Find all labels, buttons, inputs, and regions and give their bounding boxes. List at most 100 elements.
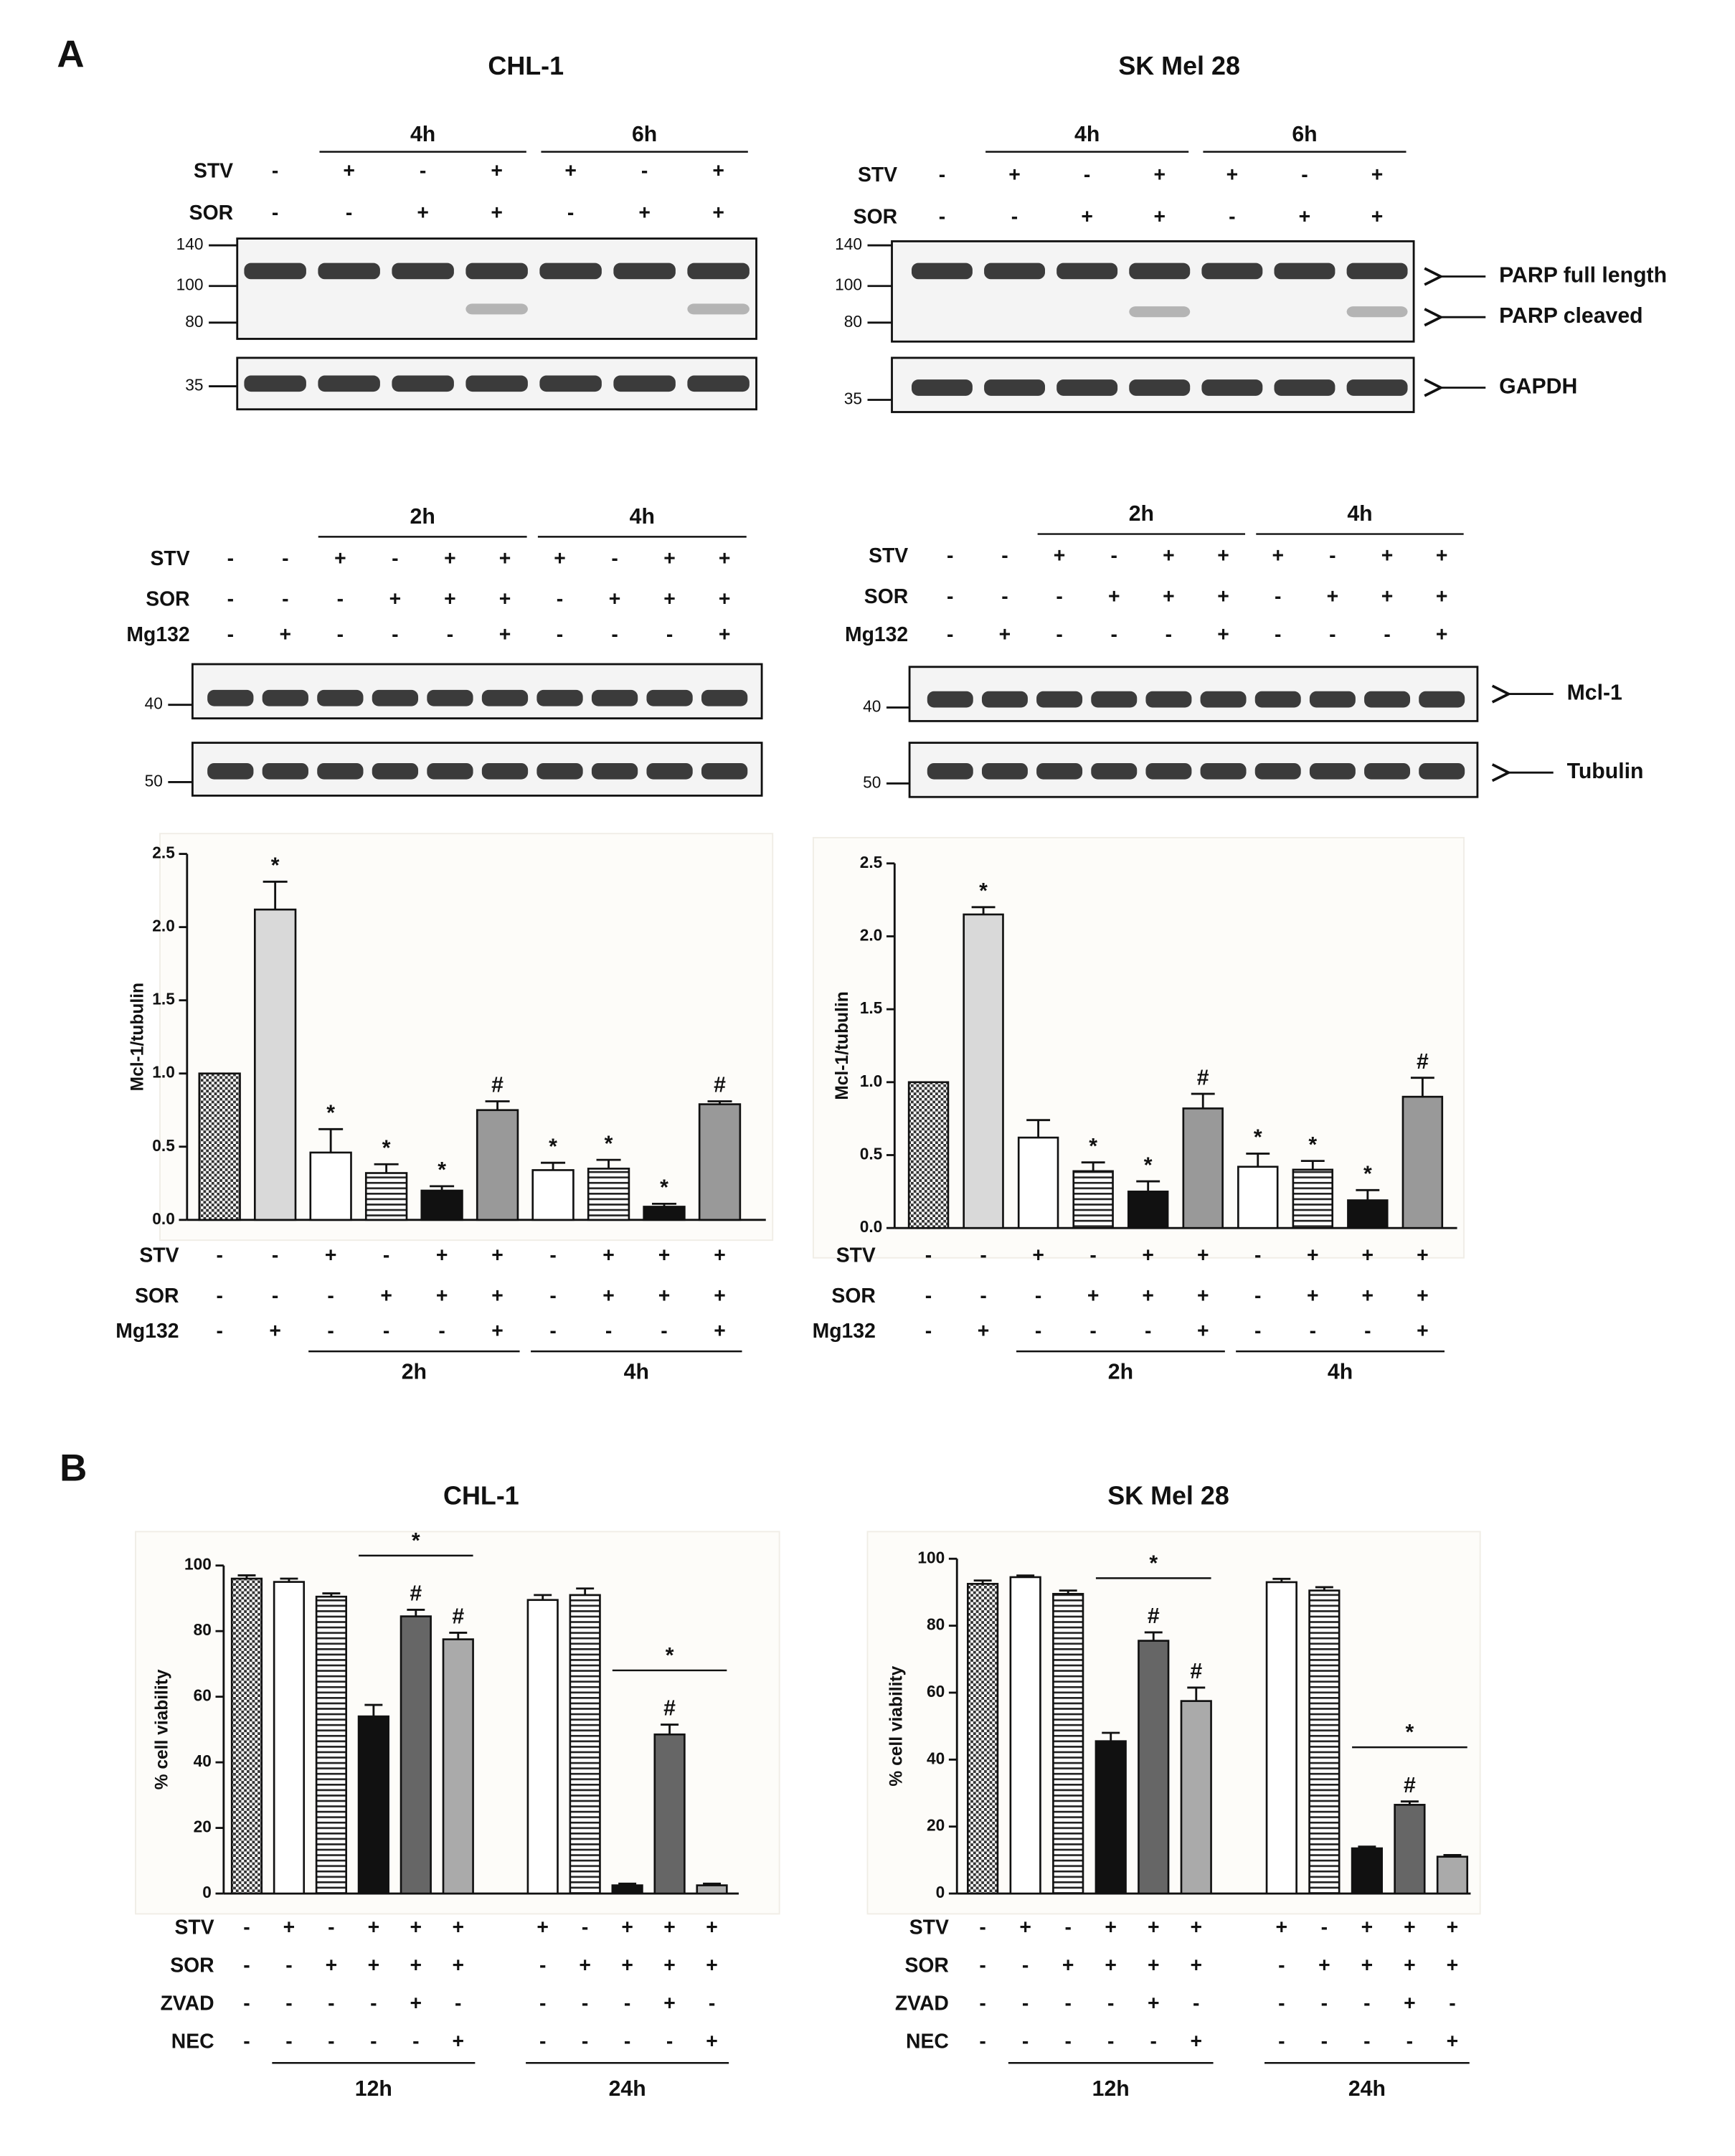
blot-band — [1254, 691, 1301, 708]
group-label: 12h — [1092, 2077, 1130, 2101]
condition-sign: - — [370, 1992, 377, 2015]
significance-mark: # — [1404, 1774, 1416, 1797]
condition-sign: + — [719, 623, 731, 646]
y-tick-label: 100 — [917, 1548, 945, 1566]
significance-mark: * — [1363, 1162, 1372, 1186]
condition-sign: + — [602, 1285, 615, 1308]
group-label: 6h — [632, 123, 657, 146]
bar — [569, 1594, 601, 1895]
condition-sign: - — [582, 1916, 588, 1939]
condition-sign: + — [609, 588, 621, 611]
blot-band — [1346, 306, 1408, 318]
condition-sign: + — [554, 547, 566, 570]
error-bar — [1191, 1092, 1215, 1109]
condition-sign: + — [706, 2030, 718, 2053]
y-tick-label: 80 — [194, 1620, 212, 1639]
condition-sign: - — [1275, 623, 1281, 646]
condition-name: SOR — [146, 588, 189, 611]
error-bar — [1400, 1800, 1419, 1805]
condition-sign: + — [999, 623, 1011, 646]
condition-sign: - — [1329, 544, 1335, 567]
condition-sign: - — [383, 1244, 389, 1267]
significance-mark: * — [1144, 1153, 1153, 1177]
condition-name: STV — [151, 547, 190, 570]
condition-sign: - — [1107, 2030, 1114, 2053]
condition-sign: + — [1087, 1285, 1100, 1308]
error-bar — [534, 1594, 552, 1600]
error-bar — [576, 1587, 595, 1595]
condition-sign: + — [1371, 164, 1384, 186]
condition-sign: + — [1436, 623, 1448, 646]
condition-sign: + — [410, 1954, 422, 1977]
condition-sign: + — [1142, 1285, 1154, 1308]
significance-mark: # — [1190, 1660, 1202, 1683]
y-tick-label: 40 — [194, 1751, 212, 1770]
error-bar — [364, 1703, 383, 1717]
y-tick-label: 0 — [936, 1883, 945, 1901]
y-tick-label: 60 — [194, 1686, 212, 1705]
condition-sign: - — [1254, 1244, 1261, 1267]
condition-sign: + — [1371, 206, 1384, 229]
condition-sign: + — [1447, 1916, 1459, 1939]
condition-sign: + — [1381, 585, 1394, 608]
blot-band — [1091, 762, 1138, 780]
bar — [611, 1884, 643, 1895]
significance-mark: * — [1149, 1551, 1158, 1575]
significance-mark: * — [382, 1136, 391, 1160]
marker-label: 100 — [176, 275, 204, 294]
condition-sign: - — [557, 623, 563, 646]
y-tick-label: 1.0 — [152, 1063, 175, 1082]
error-bar — [1187, 1686, 1206, 1701]
y-tick-label: 1.0 — [860, 1072, 883, 1090]
condition-sign: - — [1363, 2030, 1370, 2053]
condition-sign: - — [328, 1916, 334, 1939]
blot-band — [1309, 762, 1356, 780]
bar — [1095, 1740, 1127, 1895]
marker-label: 40 — [145, 694, 163, 713]
condition-name: NEC — [906, 2030, 949, 2053]
y-tick-label: 60 — [927, 1682, 945, 1701]
condition-sign: - — [1364, 1320, 1371, 1343]
condition-sign: + — [1142, 1244, 1154, 1267]
condition-name: NEC — [171, 2030, 214, 2053]
blot-band — [427, 689, 473, 706]
condition-sign: + — [714, 1244, 726, 1267]
plot-background — [159, 833, 774, 1242]
error-bar — [1016, 1574, 1035, 1577]
condition-sign: + — [1217, 623, 1229, 646]
condition-sign: - — [661, 1320, 667, 1343]
condition-sign: + — [712, 159, 724, 182]
condition-sign: + — [1299, 206, 1311, 229]
condition-sign: + — [1404, 1916, 1416, 1939]
condition-sign: + — [658, 1244, 671, 1267]
blot-band — [613, 375, 676, 392]
condition-sign: - — [383, 1320, 389, 1343]
condition-sign: - — [1193, 1992, 1199, 2015]
blot-band — [1364, 691, 1411, 708]
condition-name: STV — [836, 1244, 876, 1267]
condition-sign: + — [491, 1285, 504, 1308]
condition-sign: - — [1229, 206, 1235, 229]
blot-band — [372, 689, 419, 706]
error-bar — [374, 1163, 399, 1173]
condition-name: STV — [139, 1244, 179, 1267]
bar — [698, 1103, 742, 1221]
condition-sign: + — [453, 2030, 465, 2053]
condition-sign: + — [621, 1916, 633, 1939]
condition-sign: - — [272, 159, 278, 182]
condition-sign: + — [1081, 206, 1093, 229]
error-bar — [1443, 1853, 1462, 1857]
condition-sign: + — [663, 547, 676, 570]
condition-sign: + — [1417, 1320, 1429, 1343]
condition-sign: + — [410, 1992, 422, 2015]
condition-sign: - — [666, 623, 673, 646]
condition-sign: - — [582, 2030, 588, 2053]
blot-band — [536, 689, 583, 706]
group-label: 2h — [402, 1360, 427, 1384]
blot-band — [911, 263, 973, 280]
condition-sign: + — [978, 1320, 990, 1343]
bar — [1182, 1107, 1224, 1229]
marker-label: 40 — [863, 696, 881, 715]
error-bar — [596, 1158, 621, 1169]
